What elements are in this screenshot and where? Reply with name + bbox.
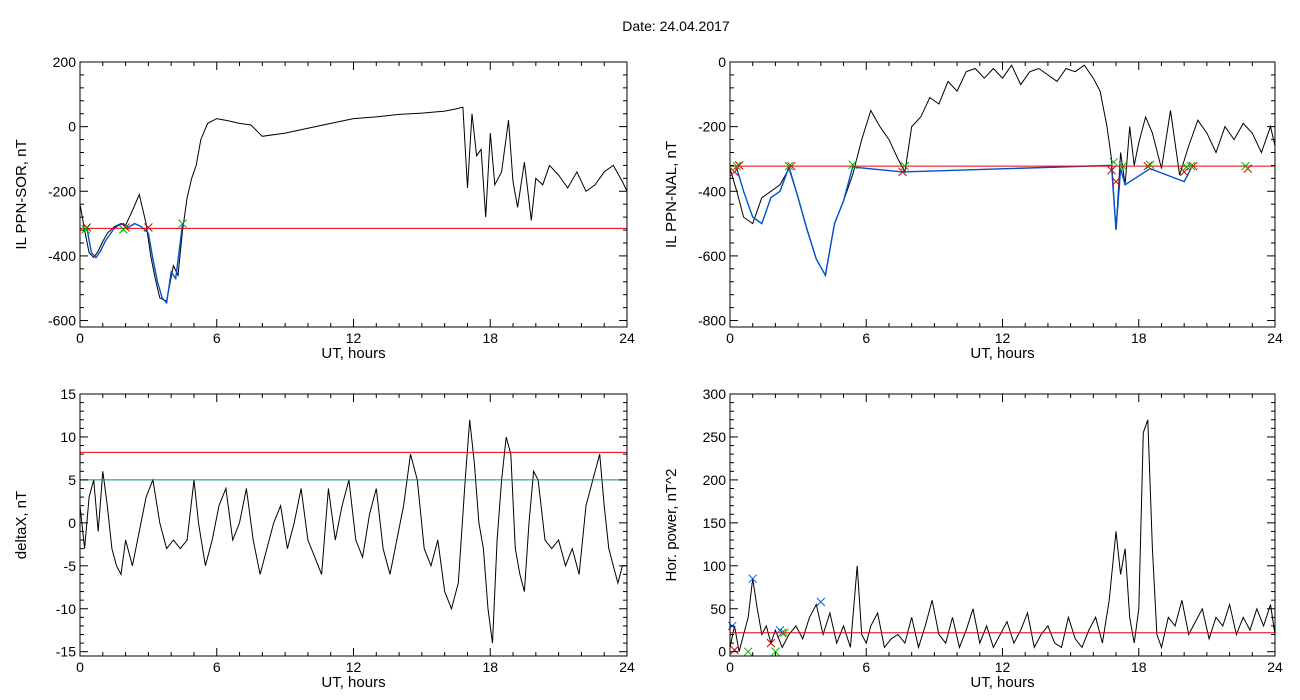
- marker-red-6: [1143, 161, 1153, 171]
- x-tick-label: 18: [1131, 659, 1147, 675]
- x-axis-label: UT, hours: [321, 674, 385, 691]
- y-tick-label: -15: [56, 644, 76, 660]
- y-tick-label: 0: [68, 515, 76, 531]
- x-tick-label: 6: [862, 330, 870, 346]
- x-tick-label: 0: [76, 659, 84, 675]
- marker-green-2: [178, 219, 187, 228]
- marker-green-0: [743, 647, 753, 657]
- y-axis-label: Hor. power, nT^2: [663, 469, 680, 582]
- x-tick-label: 24: [619, 330, 635, 346]
- marker-green-5: [1118, 161, 1128, 171]
- x-tick-label: 6: [213, 330, 221, 346]
- marker-red-0: [730, 167, 739, 177]
- marker-green-0: [732, 161, 742, 171]
- marker-blue-2: [775, 625, 785, 635]
- page-title: Date: 24.04.2017: [622, 18, 730, 34]
- marker-green-9: [1241, 161, 1250, 171]
- x-tick-label: 24: [1267, 659, 1283, 675]
- marker-red-1: [766, 638, 776, 648]
- y-tick-label: 0: [68, 119, 76, 135]
- chart-power: 0 6 12 18 24 0 50 100 150 200 250 300 UT, hours Hor. …: [663, 386, 1283, 691]
- marker-red-1: [734, 161, 744, 170]
- y-tick-label: -400: [698, 183, 726, 199]
- y-axis-label: deltaX, nT: [13, 491, 30, 559]
- y-tick-label: -5: [64, 558, 77, 574]
- y-tick-label: 15: [60, 386, 76, 402]
- y-tick-label: 0: [718, 644, 726, 660]
- plot-frame: [729, 393, 1276, 657]
- y-tick-label: 5: [68, 472, 76, 488]
- marker-green-8: [1186, 161, 1196, 171]
- y-axis-label: IL PPN-NAL, nT: [663, 141, 680, 248]
- y-tick-label: 250: [703, 429, 727, 445]
- x-tick-label: 0: [726, 330, 734, 346]
- y-tick-label: 200: [53, 54, 77, 70]
- marker-red-0: [730, 645, 739, 655]
- series-black-0: [80, 419, 627, 644]
- marker-red-5: [1111, 177, 1121, 186]
- x-tick-label: 0: [76, 330, 84, 346]
- y-tick-label: 200: [703, 472, 727, 488]
- marker-red-2: [786, 161, 796, 171]
- x-tick-label: 12: [995, 659, 1011, 675]
- y-tick-label: -600: [48, 313, 76, 329]
- y-tick-label: -800: [698, 313, 726, 329]
- marker-red-7: [1179, 167, 1189, 177]
- plot-frame: [79, 393, 628, 657]
- chart-sor: 0 6 12 18 24 -600 -400 -200 0 200 UT, hours IL PPN-…: [13, 54, 635, 362]
- x-tick-label: 18: [482, 659, 498, 675]
- marker-green-1: [771, 647, 780, 657]
- series-blue-1: [736, 164, 1192, 278]
- marker-blue-1: [748, 574, 758, 584]
- marker-red-3: [898, 167, 907, 177]
- marker-green-2: [848, 160, 857, 170]
- x-tick-label: 24: [619, 659, 635, 675]
- chart-nal: 0 6 12 18 24 -800 -600 -400 -200 0 UT, hours IL PPN…: [663, 54, 1283, 362]
- y-tick-label: 10: [60, 429, 76, 445]
- y-tick-label: 50: [710, 601, 726, 617]
- marker-green-3: [900, 161, 910, 171]
- series-black-0: [730, 419, 1275, 652]
- marker-green-1: [784, 161, 794, 171]
- marker-green-0: [81, 225, 91, 234]
- y-tick-label: 100: [703, 558, 727, 574]
- series-black-0: [80, 106, 627, 302]
- marker-red-2: [144, 223, 153, 232]
- marker-green-2: [780, 628, 789, 638]
- x-tick-label: 6: [213, 659, 221, 675]
- y-tick-label: 150: [703, 515, 727, 531]
- y-axis-label: IL PPN-SOR, nT: [13, 139, 30, 249]
- x-axis-label: UT, hours: [321, 345, 385, 362]
- marker-green-1: [118, 225, 128, 234]
- chart-deltax: 0 6 12 18 24 -15 -10 -5 0 5 10 15 UT, hours deltaX, n…: [13, 386, 635, 691]
- plot-frame: [79, 61, 628, 328]
- marker-green-6: [1145, 160, 1155, 170]
- marker-red-0: [82, 223, 92, 232]
- y-tick-label: -200: [698, 119, 726, 135]
- marker-red-4: [1107, 165, 1116, 175]
- x-axis-label: UT, hours: [970, 674, 1034, 691]
- marker-blue-3: [816, 597, 826, 607]
- y-tick-label: 300: [703, 386, 727, 402]
- x-tick-label: 0: [726, 659, 734, 675]
- y-tick-label: -10: [56, 601, 76, 617]
- x-tick-label: 24: [1267, 330, 1283, 346]
- x-tick-label: 12: [995, 330, 1011, 346]
- plot-frame: [729, 61, 1276, 328]
- marker-green-4: [1109, 157, 1119, 167]
- x-tick-label: 12: [346, 659, 362, 675]
- y-tick-label: -400: [48, 248, 76, 264]
- y-tick-label: -600: [698, 248, 726, 264]
- x-tick-label: 6: [862, 659, 870, 675]
- y-tick-label: 0: [718, 54, 726, 70]
- y-tick-label: -200: [48, 183, 76, 199]
- series-blue-1: [86, 222, 184, 305]
- x-axis-label: UT, hours: [970, 345, 1034, 362]
- x-tick-label: 18: [1131, 330, 1147, 346]
- x-tick-label: 18: [482, 330, 498, 346]
- x-tick-label: 12: [346, 330, 362, 346]
